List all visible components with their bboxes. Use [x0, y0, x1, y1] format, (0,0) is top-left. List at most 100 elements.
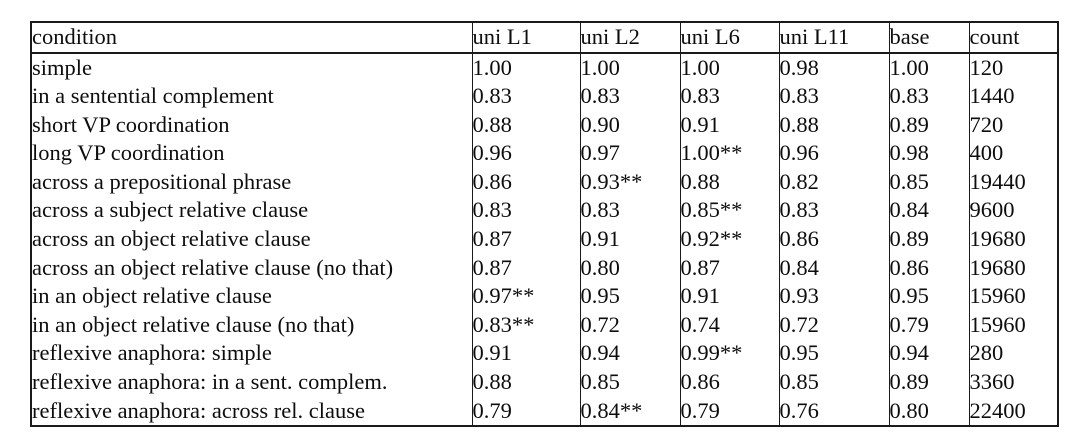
value-cell-uni-l11: 0.85 — [778, 368, 889, 397]
count-cell: 3360 — [968, 368, 1058, 397]
count-cell: 15960 — [968, 282, 1058, 311]
column-header-uni-l1: uni L1 — [471, 22, 580, 54]
value-cell-uni-l2: 1.00 — [579, 52, 680, 83]
table-row: in an object relative clause 0.97** 0.95… — [31, 282, 1058, 311]
value-cell-base: 1.00 — [888, 52, 969, 83]
condition-cell: in an object relative clause (no that) — [32, 311, 355, 337]
value-cell-uni-l6: 0.74 — [679, 310, 779, 340]
value-cell-uni-l2: 0.90 — [579, 110, 680, 140]
value-cell-uni-l2: 0.83 — [579, 82, 680, 111]
count-cell: 15960 — [968, 310, 1058, 340]
value-cell-uni-l6: 1.00 — [679, 52, 779, 83]
value-cell-base: 0.95 — [888, 282, 969, 311]
value-cell-uni-l11: 0.88 — [778, 110, 889, 140]
value-cell-uni-l1: 0.87 — [471, 225, 580, 254]
table-row: reflexive anaphora: simple 0.91 0.94 0.9… — [31, 339, 1058, 369]
condition-cell: simple — [32, 54, 92, 80]
value-cell-uni-l1: 0.97** — [471, 282, 580, 311]
table-row: across a subject relative clause 0.83 0.… — [31, 196, 1058, 226]
value-cell-uni-l2: 0.94 — [579, 339, 680, 369]
value-cell-uni-l1: 0.83 — [471, 82, 580, 111]
condition-cell: short VP coordination — [32, 111, 230, 137]
column-header-uni-l2: uni L2 — [579, 22, 680, 54]
table-row: across a prepositional phrase 0.86 0.93*… — [31, 167, 1058, 197]
value-cell-uni-l2: 0.83 — [579, 196, 680, 226]
condition-cell: long VP coordination — [32, 140, 225, 166]
value-cell-uni-l1: 0.79 — [471, 396, 580, 427]
value-cell-uni-l11: 0.83 — [778, 196, 889, 226]
column-header-uni-l11: uni L11 — [778, 22, 889, 54]
header-row: condition uni L1 uni L2 uni L6 uni L11 b… — [31, 22, 1058, 54]
value-cell-uni-l1: 1.00 — [471, 52, 580, 83]
value-cell-base: 0.89 — [888, 368, 969, 397]
table-row: simple 1.00 1.00 1.00 0.98 1.00 120 — [31, 52, 1058, 83]
value-cell-base: 0.83 — [888, 82, 969, 111]
column-header-uni-l6: uni L6 — [679, 22, 779, 54]
value-cell-uni-l1: 0.83 — [471, 196, 580, 226]
value-cell-uni-l11: 0.95 — [778, 339, 889, 369]
condition-cell: across a prepositional phrase — [32, 168, 292, 194]
value-cell-uni-l11: 0.72 — [778, 310, 889, 340]
value-cell-uni-l6: 0.87 — [679, 253, 779, 283]
value-cell-uni-l6: 0.85** — [679, 196, 779, 226]
table-row: across an object relative clause 0.87 0.… — [31, 225, 1058, 254]
value-cell-uni-l6: 1.00** — [679, 139, 779, 168]
value-cell-base: 0.89 — [888, 110, 969, 140]
count-cell: 400 — [968, 139, 1058, 168]
value-cell-uni-l1: 0.88 — [471, 110, 580, 140]
table-row: in a sentential complement 0.83 0.83 0.8… — [31, 82, 1058, 111]
condition-cell: reflexive anaphora: in a sent. complem. — [32, 369, 388, 395]
table-row: long VP coordination 0.96 0.97 1.00** 0.… — [31, 139, 1058, 168]
value-cell-uni-l1: 0.83** — [471, 310, 580, 340]
value-cell-base: 0.79 — [888, 310, 969, 340]
count-cell: 1440 — [968, 82, 1058, 111]
value-cell-uni-l1: 0.96 — [471, 139, 580, 168]
value-cell-uni-l11: 0.84 — [778, 253, 889, 283]
value-cell-uni-l2: 0.97 — [579, 139, 680, 168]
value-cell-uni-l2: 0.80 — [579, 253, 680, 283]
table-row: across an object relative clause (no tha… — [31, 253, 1058, 283]
value-cell-base: 0.85 — [888, 167, 969, 197]
value-cell-uni-l6: 0.83 — [679, 82, 779, 111]
value-cell-base: 0.94 — [888, 339, 969, 369]
value-cell-uni-l6: 0.91 — [679, 110, 779, 140]
value-cell-uni-l6: 0.99** — [679, 339, 779, 369]
count-cell: 120 — [968, 52, 1058, 83]
condition-cell: across an object relative clause — [32, 226, 311, 252]
value-cell-uni-l6: 0.88 — [679, 167, 779, 197]
value-cell-uni-l2: 0.85 — [579, 368, 680, 397]
results-table: condition uni L1 uni L2 uni L6 uni L11 b… — [30, 21, 1059, 428]
count-cell: 19680 — [968, 253, 1058, 283]
table-row: in an object relative clause (no that) 0… — [31, 310, 1058, 340]
count-cell: 22400 — [968, 396, 1058, 427]
value-cell-uni-l2: 0.91 — [579, 225, 680, 254]
value-cell-uni-l6: 0.79 — [679, 396, 779, 427]
condition-cell: in a sentential complement — [32, 83, 274, 109]
value-cell-uni-l1: 0.88 — [471, 368, 580, 397]
value-cell-uni-l1: 0.91 — [471, 339, 580, 369]
value-cell-uni-l11: 0.98 — [778, 52, 889, 83]
value-cell-uni-l11: 0.76 — [778, 396, 889, 427]
value-cell-uni-l11: 0.93 — [778, 282, 889, 311]
value-cell-base: 0.89 — [888, 225, 969, 254]
column-header-count: count — [968, 22, 1058, 54]
value-cell-uni-l11: 0.83 — [778, 82, 889, 111]
value-cell-uni-l2: 0.93** — [579, 167, 680, 197]
table-row: reflexive anaphora: across rel. clause 0… — [31, 396, 1058, 427]
condition-cell: reflexive anaphora: across rel. clause — [32, 397, 365, 423]
column-header-base: base — [888, 22, 969, 54]
value-cell-uni-l2: 0.95 — [579, 282, 680, 311]
value-cell-base: 0.84 — [888, 196, 969, 226]
value-cell-uni-l1: 0.86 — [471, 167, 580, 197]
table-row: reflexive anaphora: in a sent. complem. … — [31, 368, 1058, 397]
value-cell-uni-l11: 0.96 — [778, 139, 889, 168]
count-cell: 19440 — [968, 167, 1058, 197]
count-cell: 280 — [968, 339, 1058, 369]
value-cell-uni-l2: 0.72 — [579, 310, 680, 340]
condition-cell: across a subject relative clause — [32, 197, 309, 223]
value-cell-uni-l6: 0.91 — [679, 282, 779, 311]
condition-cell: in an object relative clause — [32, 283, 272, 309]
value-cell-base: 0.98 — [888, 139, 969, 168]
value-cell-uni-l6: 0.92** — [679, 225, 779, 254]
